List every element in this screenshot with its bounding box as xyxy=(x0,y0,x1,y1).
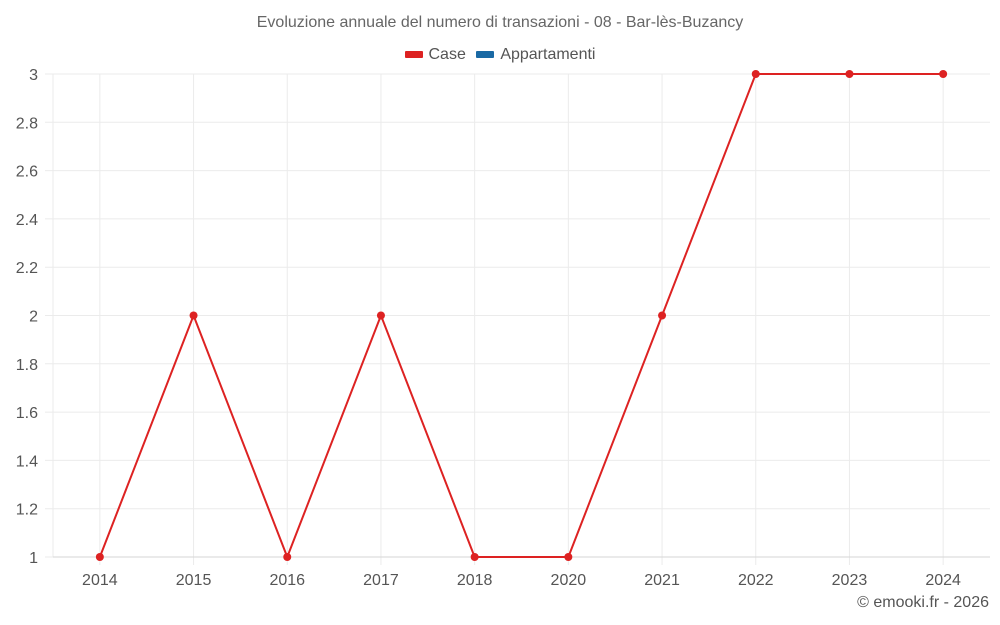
data-point[interactable] xyxy=(95,553,104,561)
legend-item-case[interactable]: Case xyxy=(404,45,466,64)
data-point[interactable] xyxy=(376,311,385,320)
x-tick-label: 2020 xyxy=(551,572,587,589)
legend-swatch-appartamenti xyxy=(476,51,495,58)
chart-legend: Case Appartamenti xyxy=(0,45,1000,64)
data-point[interactable] xyxy=(564,553,573,561)
data-point[interactable] xyxy=(751,70,760,78)
data-point[interactable] xyxy=(658,311,667,320)
legend-swatch-case xyxy=(404,51,423,58)
data-point[interactable] xyxy=(189,311,198,320)
data-point[interactable] xyxy=(283,553,292,561)
x-tick-label: 2021 xyxy=(644,572,680,589)
y-tick-label: 1.4 xyxy=(16,453,38,470)
legend-label-appartamenti: Appartamenti xyxy=(500,45,596,63)
y-tick-label: 3 xyxy=(29,67,38,84)
x-tick-label: 2024 xyxy=(925,572,961,589)
x-tick-label: 2015 xyxy=(176,572,212,589)
series-line-case xyxy=(98,73,944,558)
y-tick-label: 2.6 xyxy=(16,164,38,181)
x-tick-label: 2023 xyxy=(832,572,868,589)
x-tick-label: 2016 xyxy=(269,572,305,589)
data-point[interactable] xyxy=(470,553,479,561)
y-tick-label: 1.6 xyxy=(16,405,38,422)
legend-label-case: Case xyxy=(428,45,466,63)
x-tick-label: 2014 xyxy=(82,572,118,589)
data-point[interactable] xyxy=(939,70,948,78)
y-tick-label: 2 xyxy=(29,309,38,326)
y-tick-label: 1.8 xyxy=(16,357,38,374)
chart-title: Evoluzione annuale del numero di transaz… xyxy=(256,14,744,31)
x-tick-label: 2018 xyxy=(457,572,493,589)
x-tick-label: 2017 xyxy=(363,572,399,589)
y-tick-label: 1 xyxy=(29,550,38,567)
y-tick-label: 1.2 xyxy=(16,502,38,519)
legend-item-appartamenti[interactable]: Appartamenti xyxy=(476,46,595,64)
x-tick-label: 2022 xyxy=(738,572,774,589)
data-point[interactable] xyxy=(845,70,854,78)
y-tick-label: 2.2 xyxy=(16,260,38,277)
copyright-footer: © emooki.fr - 2026 xyxy=(857,594,989,611)
y-tick-label: 2.4 xyxy=(16,212,38,229)
y-tick-label: 2.8 xyxy=(16,115,38,132)
